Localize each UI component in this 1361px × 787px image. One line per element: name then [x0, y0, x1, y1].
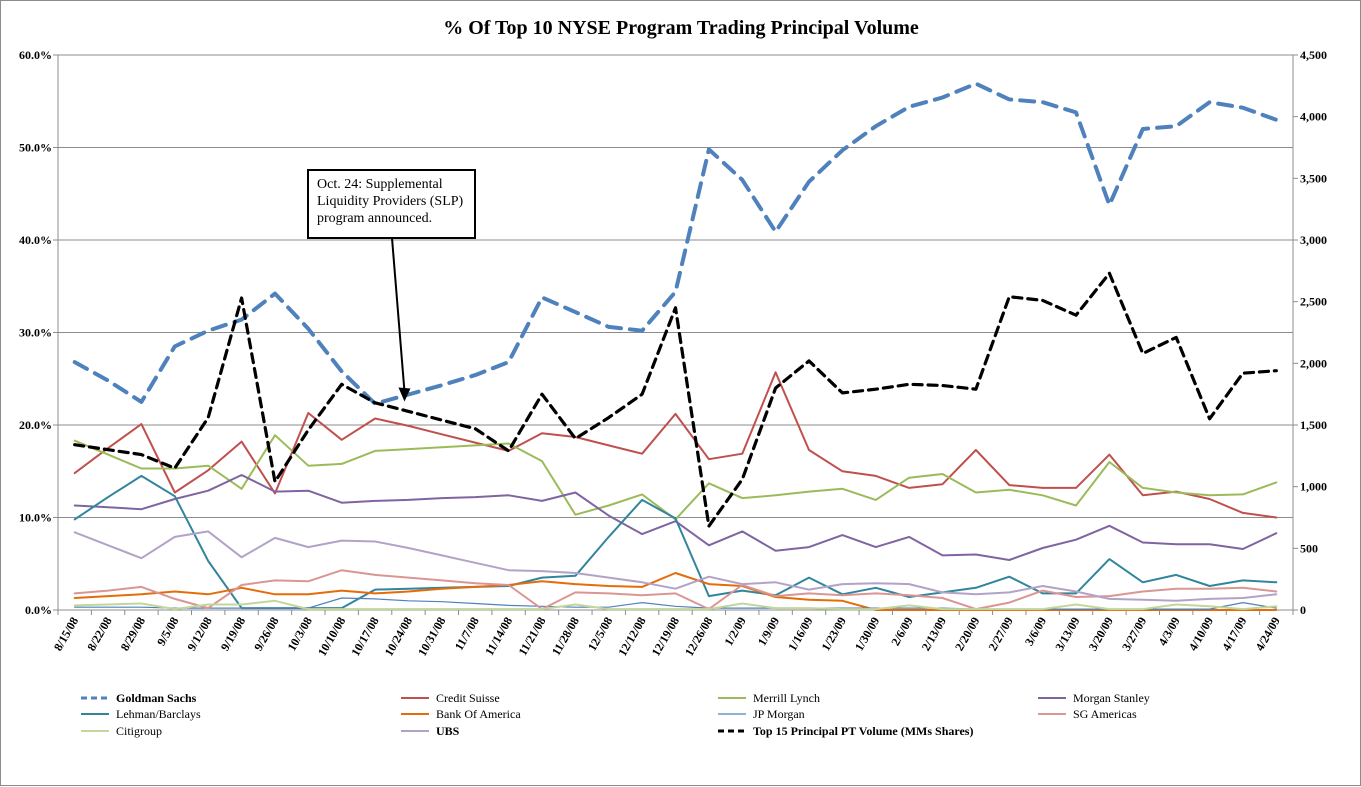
axes: 0.0% 10.0% 20.0% 30.0% 40.0% 50.0% 60.0% 0 500 1,…: [19, 48, 1327, 658]
series-line: [73, 434, 1278, 521]
x-tick-label: 11/14/08: [482, 615, 515, 658]
series-line: [73, 572, 1278, 611]
legend-entry: Bank Of America: [436, 707, 521, 721]
x-tick-label: 8/29/08: [118, 615, 148, 654]
y-left-tick-label: 0.0%: [25, 603, 52, 617]
series-line: [73, 569, 1278, 611]
series-line: [73, 371, 1278, 519]
x-tick-label: 4/17/09: [1219, 615, 1249, 654]
y-right-tick-label: 500: [1300, 541, 1318, 555]
series-line: [73, 599, 1278, 611]
y-right-tick-label: 4,000: [1300, 110, 1327, 124]
x-tick-label: 1/2/09: [721, 615, 748, 649]
legend-entry: Goldman Sachs: [116, 691, 197, 705]
x-tick-label: 12/12/08: [615, 615, 648, 659]
x-tick-label: 9/26/08: [251, 615, 281, 654]
annotation-arrow: [391, 237, 406, 392]
x-tick-label: 1/23/09: [819, 615, 849, 654]
series-line: [73, 474, 1278, 561]
y-left-tick-label: 40.0%: [19, 233, 52, 247]
x-tick-label: 9/19/08: [218, 615, 248, 654]
annotation-text: Liquidity Providers (SLP): [317, 194, 464, 209]
x-tick-label: 1/30/09: [852, 615, 882, 654]
y-right-tick-label: 4,500: [1300, 48, 1327, 62]
x-tick-label: 12/26/08: [682, 615, 715, 659]
x-tick-label: 10/3/08: [284, 615, 314, 654]
legend-entry: JP Morgan: [753, 707, 805, 721]
x-tick-label: 4/10/09: [1186, 615, 1216, 654]
y-left-tick-label: 60.0%: [19, 48, 52, 62]
x-tick-label: 12/19/08: [649, 615, 682, 659]
x-tick-label: 2/20/09: [952, 615, 982, 654]
y-right-tick-label: 3,500: [1300, 171, 1327, 185]
annotation-arrowhead: [398, 387, 411, 402]
x-tick-label: 1/16/09: [785, 615, 815, 654]
annotation-text: Oct. 24: Supplemental: [317, 177, 443, 192]
x-tick-label: 4/24/09: [1252, 615, 1282, 654]
series-line: [73, 530, 1278, 602]
series-line: [73, 271, 1278, 528]
legend-entry: Citigroup: [116, 724, 162, 738]
gridlines: [58, 54, 1293, 518]
y-right-tick-label: 2,500: [1300, 295, 1327, 309]
y-right-tick-label: 1,000: [1300, 480, 1327, 494]
x-tick-label: 10/31/08: [415, 615, 448, 659]
x-tick-label: 8/22/08: [84, 615, 114, 654]
x-tick-label: 11/21/08: [515, 615, 548, 658]
chart-title: % Of Top 10 NYSE Program Trading Princip…: [443, 17, 919, 39]
x-tick-label: 12/5/08: [585, 615, 615, 654]
legend-entry: SG Americas: [1073, 707, 1137, 721]
annotation-box: [307, 169, 476, 239]
legend-entry: Morgan Stanley: [1073, 691, 1150, 705]
y-left-tick-label: 20.0%: [19, 418, 52, 432]
y-right-tick-label: 0: [1300, 603, 1306, 617]
x-tick-label: 2/13/09: [919, 615, 949, 654]
x-tick-label: 2/6/09: [888, 615, 915, 649]
x-tick-label: 3/13/09: [1052, 615, 1082, 654]
x-tick-label: 2/27/09: [985, 615, 1015, 654]
annotation-text: program announced.: [317, 211, 432, 226]
legend-entry: UBS: [436, 724, 460, 738]
series-line: [72, 81, 1279, 406]
y-right-tick-label: 2,000: [1300, 356, 1327, 370]
y-left-tick-label: 30.0%: [19, 326, 52, 340]
legend-entry: Lehman/Barclays: [116, 707, 201, 721]
x-tick-label: 11/28/08: [549, 615, 582, 658]
series-lines: [72, 81, 1279, 611]
x-tick-label: 9/5/08: [154, 615, 181, 649]
y-left-tick-label: 10.0%: [19, 511, 52, 525]
y-left-tick-label: 50.0%: [19, 141, 52, 155]
x-tick-label: 8/15/08: [51, 615, 81, 654]
x-tick-label: 3/20/09: [1086, 615, 1116, 654]
annotation: Oct. 24: Supplemental Liquidity Providers…: [307, 169, 476, 402]
legend-entry: Merrill Lynch: [753, 691, 820, 705]
legend-entry: Credit Suisse: [436, 691, 500, 705]
x-tick-label: 10/10/08: [315, 615, 348, 659]
x-tick-label: 11/7/08: [452, 615, 482, 653]
series-line: [74, 597, 1277, 610]
x-tick-label: 9/12/08: [184, 615, 214, 654]
x-tick-label: 1/9/09: [755, 615, 782, 649]
x-tick-label: 10/24/08: [382, 615, 415, 659]
x-tick-label: 4/3/09: [1155, 615, 1182, 649]
y-right-tick-label: 3,000: [1300, 233, 1327, 247]
y-right-tick-label: 1,500: [1300, 418, 1327, 432]
legend-entry: Top 15 Principal PT Volume (MMs Shares): [753, 724, 973, 738]
x-tick-label: 10/17/08: [348, 615, 381, 659]
legend: Goldman Sachs Credit Suisse Merrill Lynch M…: [81, 691, 1150, 738]
x-tick-label: 3/6/09: [1022, 615, 1049, 649]
x-tick-label: 3/27/09: [1119, 615, 1149, 654]
